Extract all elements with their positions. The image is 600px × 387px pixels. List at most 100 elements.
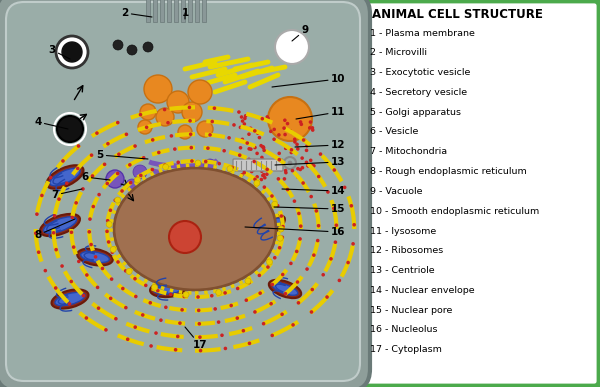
Circle shape <box>176 335 179 338</box>
Text: 9 - Vacuole: 9 - Vacuole <box>370 187 422 196</box>
FancyBboxPatch shape <box>233 159 283 171</box>
Circle shape <box>284 147 287 150</box>
Circle shape <box>232 123 236 127</box>
Circle shape <box>299 224 302 228</box>
Circle shape <box>275 160 279 164</box>
Circle shape <box>188 80 212 104</box>
Circle shape <box>116 260 120 264</box>
Circle shape <box>211 120 214 123</box>
Circle shape <box>277 152 281 155</box>
Text: 15 - Nuclear pore: 15 - Nuclear pore <box>370 306 452 315</box>
Circle shape <box>346 261 350 264</box>
Circle shape <box>352 223 356 226</box>
Circle shape <box>55 248 58 252</box>
Circle shape <box>169 221 201 253</box>
Circle shape <box>181 308 184 312</box>
Circle shape <box>109 209 112 212</box>
Ellipse shape <box>52 289 88 308</box>
Text: 7: 7 <box>52 189 82 200</box>
Circle shape <box>301 181 305 185</box>
Circle shape <box>178 321 182 325</box>
Circle shape <box>351 242 355 246</box>
Text: 10 - Smooth endoplasmic reticulum: 10 - Smooth endoplasmic reticulum <box>370 207 539 216</box>
Circle shape <box>281 235 284 239</box>
Circle shape <box>311 128 314 132</box>
Circle shape <box>255 152 259 155</box>
Text: 14 - Nuclear envelope: 14 - Nuclear envelope <box>370 286 475 295</box>
Circle shape <box>281 273 284 276</box>
Circle shape <box>230 166 234 169</box>
Circle shape <box>110 277 113 281</box>
Circle shape <box>273 256 277 260</box>
Circle shape <box>305 267 309 271</box>
Text: 13: 13 <box>275 157 345 167</box>
Text: 1: 1 <box>181 8 188 19</box>
Circle shape <box>276 204 280 207</box>
Circle shape <box>134 177 140 183</box>
Circle shape <box>332 168 336 172</box>
Circle shape <box>128 163 131 167</box>
Circle shape <box>204 160 208 163</box>
Circle shape <box>125 132 128 136</box>
Circle shape <box>113 199 117 202</box>
Circle shape <box>275 30 309 64</box>
Circle shape <box>293 199 296 203</box>
Text: 14: 14 <box>282 186 346 196</box>
Circle shape <box>248 342 251 345</box>
Circle shape <box>290 151 293 154</box>
Text: 4: 4 <box>34 117 68 129</box>
Circle shape <box>174 348 178 351</box>
Circle shape <box>239 125 242 129</box>
Circle shape <box>142 156 145 159</box>
Circle shape <box>110 250 114 254</box>
Circle shape <box>70 216 74 219</box>
Text: 3: 3 <box>49 45 70 59</box>
Circle shape <box>106 170 124 188</box>
Circle shape <box>77 144 80 148</box>
Circle shape <box>301 166 304 170</box>
Circle shape <box>241 137 244 141</box>
Circle shape <box>204 159 216 171</box>
Circle shape <box>279 168 283 171</box>
Circle shape <box>198 170 212 184</box>
Text: 2: 2 <box>121 8 152 18</box>
Circle shape <box>206 146 209 150</box>
Circle shape <box>236 287 239 290</box>
Circle shape <box>242 161 245 165</box>
Circle shape <box>295 142 299 146</box>
Circle shape <box>74 201 78 205</box>
Circle shape <box>314 209 318 213</box>
Circle shape <box>89 243 93 247</box>
Circle shape <box>293 140 296 144</box>
Circle shape <box>261 174 265 177</box>
Circle shape <box>284 169 287 172</box>
Circle shape <box>290 169 294 173</box>
Ellipse shape <box>43 217 77 233</box>
Circle shape <box>178 125 192 139</box>
Circle shape <box>124 306 128 310</box>
Circle shape <box>62 42 82 62</box>
Circle shape <box>338 279 341 282</box>
Circle shape <box>310 288 314 291</box>
Circle shape <box>305 161 308 164</box>
Bar <box>160 0 164 22</box>
Circle shape <box>60 264 64 268</box>
Circle shape <box>296 280 299 284</box>
Circle shape <box>322 273 325 277</box>
Ellipse shape <box>251 215 285 239</box>
Circle shape <box>192 186 204 198</box>
Circle shape <box>214 307 217 311</box>
Circle shape <box>261 145 265 149</box>
Circle shape <box>266 259 272 265</box>
Circle shape <box>272 137 276 141</box>
Text: 1 - Plasma membrane: 1 - Plasma membrane <box>370 29 475 38</box>
Circle shape <box>249 147 253 151</box>
Circle shape <box>169 203 181 215</box>
Circle shape <box>97 307 100 310</box>
Circle shape <box>124 269 127 273</box>
Ellipse shape <box>55 292 85 306</box>
Circle shape <box>114 317 118 320</box>
Circle shape <box>88 217 92 221</box>
Circle shape <box>262 322 265 325</box>
Circle shape <box>260 156 264 159</box>
